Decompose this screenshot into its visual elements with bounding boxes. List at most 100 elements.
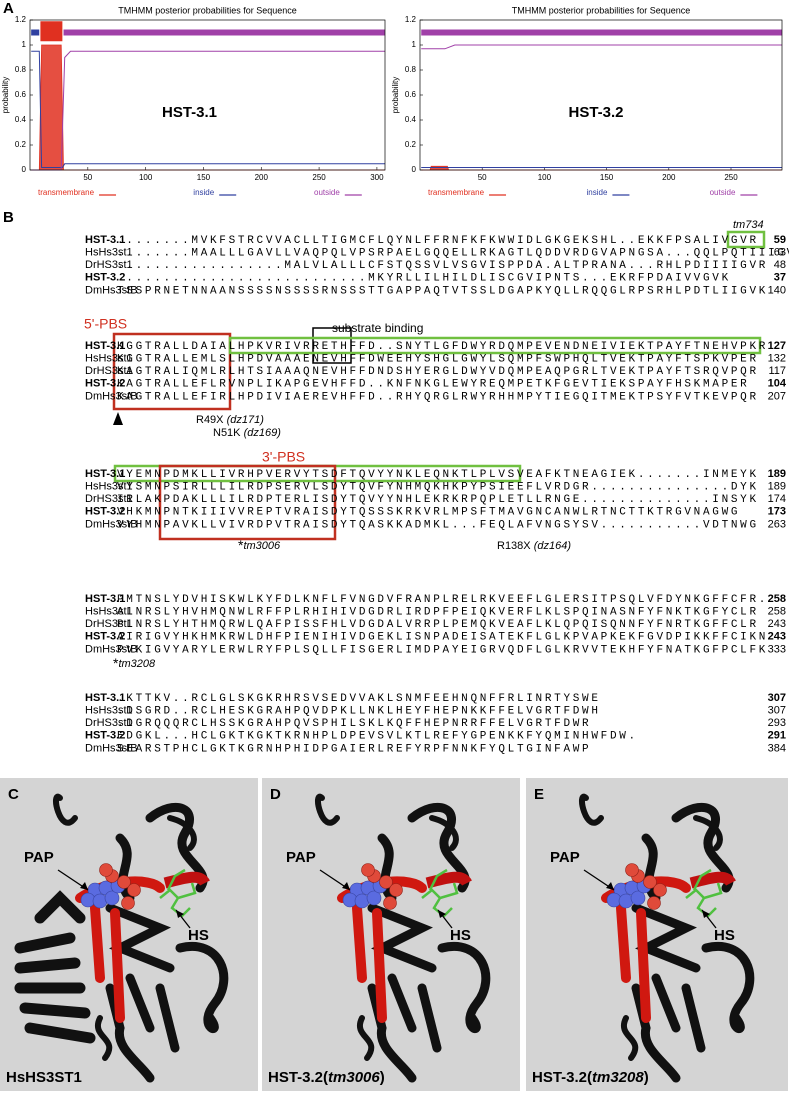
ligand-label: PAP bbox=[286, 849, 316, 866]
sequence-name: HST-3.1 bbox=[85, 234, 125, 246]
chart-title: TMHMM posterior probabilities for Sequen… bbox=[118, 5, 297, 15]
residue-number: 384 bbox=[768, 742, 786, 754]
atom bbox=[366, 890, 382, 906]
sequence: KGGTRALLEMLSLHPDVAAAENEVHFFDWEEHYSHGLGWY… bbox=[117, 354, 759, 366]
sequence-name: HST-3.1 bbox=[85, 340, 125, 352]
y-tick-label: 1.2 bbox=[15, 15, 27, 24]
y-axis-label: probability bbox=[391, 77, 400, 113]
atom bbox=[379, 875, 393, 889]
legend-label: inside bbox=[193, 188, 214, 197]
protein-label: HST-3.2 bbox=[568, 104, 623, 121]
sequence: TSSPRNETNNAANSSSSNSSSSRNSSSTTGAPPAQTVTSS… bbox=[117, 285, 768, 297]
x-tick-label: 300 bbox=[370, 173, 384, 182]
sequence-name: HsHs3st1 bbox=[85, 606, 133, 618]
sequence-name: HST-3.2 bbox=[85, 378, 125, 390]
sequence-name: HST-3.1 bbox=[85, 468, 125, 480]
sequence-name: HST-3.2 bbox=[85, 506, 125, 518]
highlight-box bbox=[726, 230, 766, 249]
legend-label: inside bbox=[587, 188, 608, 197]
residue-number: 37 bbox=[774, 272, 786, 284]
caption-part: HST-3.2( bbox=[532, 1069, 592, 1086]
residue-number: 127 bbox=[768, 340, 786, 352]
x-tick-label: 50 bbox=[83, 173, 92, 182]
sequence: KAGTRALLEFIRLHPDIVIAEREVHFFD..RHYQRGLRWY… bbox=[117, 391, 759, 403]
ligand bbox=[421, 868, 459, 918]
atom bbox=[361, 863, 375, 877]
residue-number: 48 bbox=[774, 259, 786, 271]
atom bbox=[630, 890, 646, 906]
legend-label: outside bbox=[314, 188, 340, 197]
atom bbox=[92, 893, 108, 909]
sequence: .DGRQQQRCLHSSKGRAHPQVSPHILSKLKQFFHEPNRRF… bbox=[117, 718, 591, 730]
region-label: substrate binding bbox=[332, 321, 423, 335]
atom bbox=[625, 863, 639, 877]
caption: HST-3.2(tm3208) bbox=[532, 1069, 649, 1086]
residue-number: 207 bbox=[768, 390, 786, 402]
y-axis-label: probability bbox=[1, 77, 10, 113]
sequence-name: DrHS3st1 bbox=[85, 365, 133, 377]
marker: * bbox=[113, 655, 119, 671]
ligand bbox=[685, 868, 723, 918]
topology-segment bbox=[31, 29, 40, 36]
sequence: ........MAALLLGAVLLVAQPQLVPSRPAELGQQELLR… bbox=[117, 248, 789, 260]
sequence: PLNRSLYHTHMQRWLQAFPISSFHLVDGDALVRRPLPEMQ… bbox=[117, 619, 759, 631]
mutation: N51K bbox=[213, 427, 241, 439]
sequence-name: DmHs3stB bbox=[85, 390, 138, 402]
chart-title: TMHMM posterior probabilities for Sequen… bbox=[512, 5, 691, 15]
series-area bbox=[421, 165, 782, 171]
ligand-label: HS bbox=[714, 927, 735, 944]
residue-number: 140 bbox=[768, 284, 786, 296]
x-tick-label: 100 bbox=[538, 173, 552, 182]
sequence: VHKMNPNTKIIIVVREPTVRAISDYTQSSSKRKVRLMPSF… bbox=[117, 507, 740, 519]
residue-number: 117 bbox=[768, 365, 786, 377]
ribbon bbox=[631, 802, 755, 1083]
atom bbox=[653, 883, 667, 897]
sequence: ALNRSLYHVHMQNWLRFFPLRHIHIVDGDRLIRDPFPEIQ… bbox=[117, 607, 759, 619]
sequence-name: HST-3.2 bbox=[85, 272, 125, 284]
atom bbox=[104, 890, 120, 906]
residue-number: 63 bbox=[774, 247, 786, 259]
region-box bbox=[158, 464, 337, 541]
atom bbox=[99, 863, 113, 877]
residue-number: 189 bbox=[768, 468, 786, 480]
ribbon bbox=[367, 802, 491, 1083]
sequence: KGGTRALLDAIALHPKVRIVRRETHFFD..SNYTLGFDWY… bbox=[117, 341, 768, 353]
highlight-box bbox=[228, 336, 762, 355]
mutation: R138X bbox=[497, 540, 531, 552]
residue-number: 293 bbox=[768, 717, 786, 729]
ligand-label: HS bbox=[450, 927, 471, 944]
ribbon bbox=[163, 871, 210, 889]
residue-number: 307 bbox=[768, 692, 786, 704]
ribbon bbox=[105, 802, 229, 1083]
sequence: ..................MALVLALLLCFSTQSSVLVSGV… bbox=[117, 260, 768, 272]
x-tick-label: 250 bbox=[312, 173, 326, 182]
x-tick-label: 250 bbox=[724, 173, 738, 182]
residue-number: 104 bbox=[768, 378, 787, 390]
sequence-alignment: HST-3.1........MVKFSTRCVVACLLTIGMCFLQYNL… bbox=[85, 234, 789, 755]
mutation-label: R49X (dz171) bbox=[196, 414, 264, 426]
atom bbox=[117, 875, 131, 889]
y-tick-label: 0.2 bbox=[15, 140, 27, 149]
legend-label: outside bbox=[710, 188, 736, 197]
ribbon bbox=[53, 793, 197, 1061]
structure-panel: D PAP HS HST-3.2(tm3006) bbox=[262, 778, 520, 1091]
panel-label: B bbox=[3, 209, 14, 226]
x-tick-label: 200 bbox=[255, 173, 269, 182]
y-tick-label: 0.4 bbox=[405, 115, 417, 124]
structure-panel: C PAP HS HsHS3ST1 bbox=[0, 778, 258, 1091]
caption: HsHS3ST1 bbox=[6, 1069, 82, 1086]
x-tick-label: 150 bbox=[600, 173, 614, 182]
series-line bbox=[31, 50, 385, 168]
sequence-name: HsHs3st1 bbox=[85, 353, 133, 365]
sequence: VYSMNPSIRLLLILRDPSERVLSDYTQVFYNHMQKHKPYP… bbox=[117, 482, 759, 494]
mutation-label: tm734 bbox=[733, 219, 764, 231]
atom bbox=[643, 875, 657, 889]
sequence: PMTNSLYDVHISKWLKYFDLKNFLFVNGDVFRANPLRELR… bbox=[117, 594, 768, 606]
sequence-name: HsHs3st1 bbox=[85, 705, 133, 717]
allele: tm3006 bbox=[243, 540, 281, 552]
x-tick-label: 100 bbox=[139, 173, 153, 182]
y-tick-label: 0 bbox=[22, 165, 27, 174]
plot-frame bbox=[29, 19, 386, 171]
mutation-label: R138X (dz164) bbox=[497, 540, 571, 552]
atom bbox=[389, 883, 403, 897]
